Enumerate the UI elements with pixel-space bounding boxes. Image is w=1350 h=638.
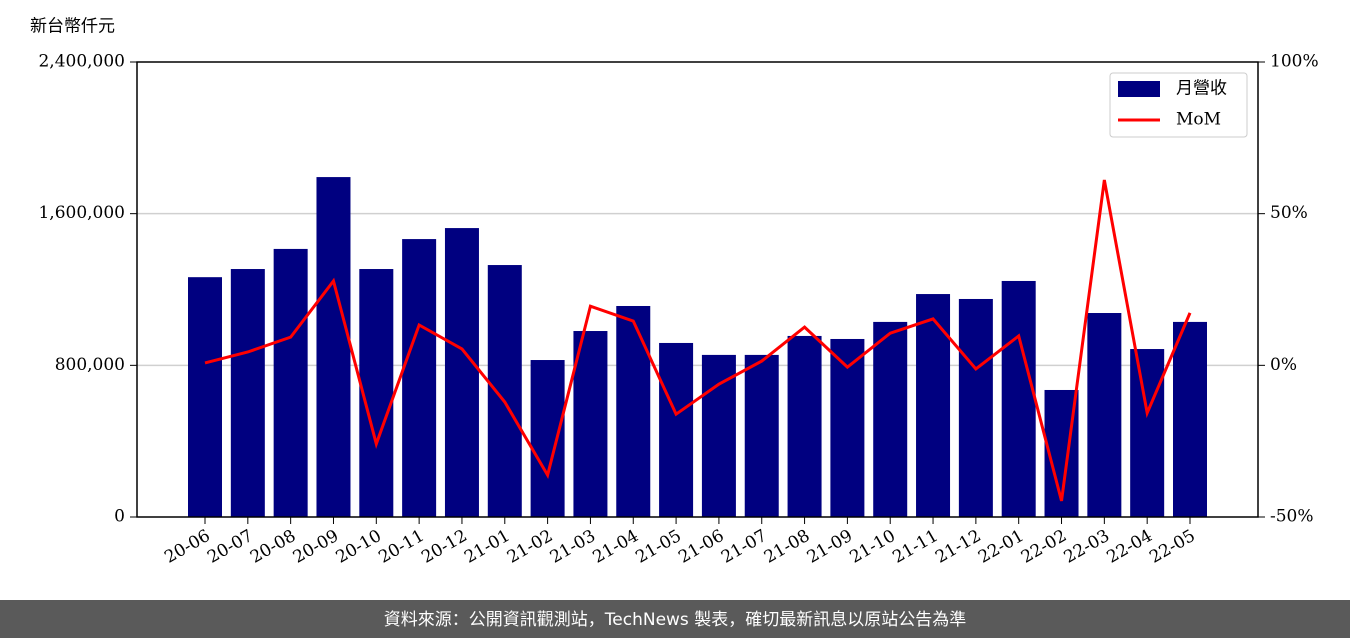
bar xyxy=(188,277,222,517)
bar xyxy=(1173,321,1207,517)
bar xyxy=(873,321,908,517)
bar xyxy=(1001,280,1036,517)
bar xyxy=(444,228,479,517)
bar xyxy=(744,354,779,517)
bar xyxy=(316,177,351,517)
bar xyxy=(659,342,694,517)
legend-label: 月營收 xyxy=(1176,79,1227,99)
legend: 月營收 MoM xyxy=(1109,72,1248,138)
bar xyxy=(787,335,822,517)
bar xyxy=(958,298,993,517)
bar xyxy=(1130,349,1165,517)
y-tick-label: 0 xyxy=(114,507,125,527)
footer-text: 資料來源：公開資訊觀測站，TechNews 製表，確切最新訊息以原站公告為準 xyxy=(384,610,966,630)
legend-label: MoM xyxy=(1176,110,1221,130)
footer-bar xyxy=(0,600,1350,638)
line xyxy=(204,179,1192,502)
y-tick-label: 2,400,000 xyxy=(38,52,125,72)
y2-tick-label: 50% xyxy=(1270,203,1308,223)
bar xyxy=(530,360,565,517)
bar xyxy=(487,265,522,517)
y2-tick-label: 100% xyxy=(1270,52,1319,72)
legend-swatch xyxy=(1118,81,1160,97)
bar xyxy=(273,248,308,517)
bar xyxy=(573,331,608,517)
y-axis-label: 新台幣仟元 xyxy=(30,17,115,37)
bar xyxy=(1087,313,1122,517)
bar xyxy=(402,239,437,517)
bar xyxy=(701,354,736,517)
bar xyxy=(230,269,265,517)
bar xyxy=(359,269,394,517)
y-tick-label: 800,000 xyxy=(55,355,125,375)
y2-tick-label: -50% xyxy=(1270,507,1314,527)
y2-tick-label: 0% xyxy=(1270,355,1297,375)
plot-frame xyxy=(136,61,1259,518)
y-tick-label: 1,600,000 xyxy=(38,203,125,223)
bar xyxy=(916,294,951,517)
bar xyxy=(616,305,651,517)
